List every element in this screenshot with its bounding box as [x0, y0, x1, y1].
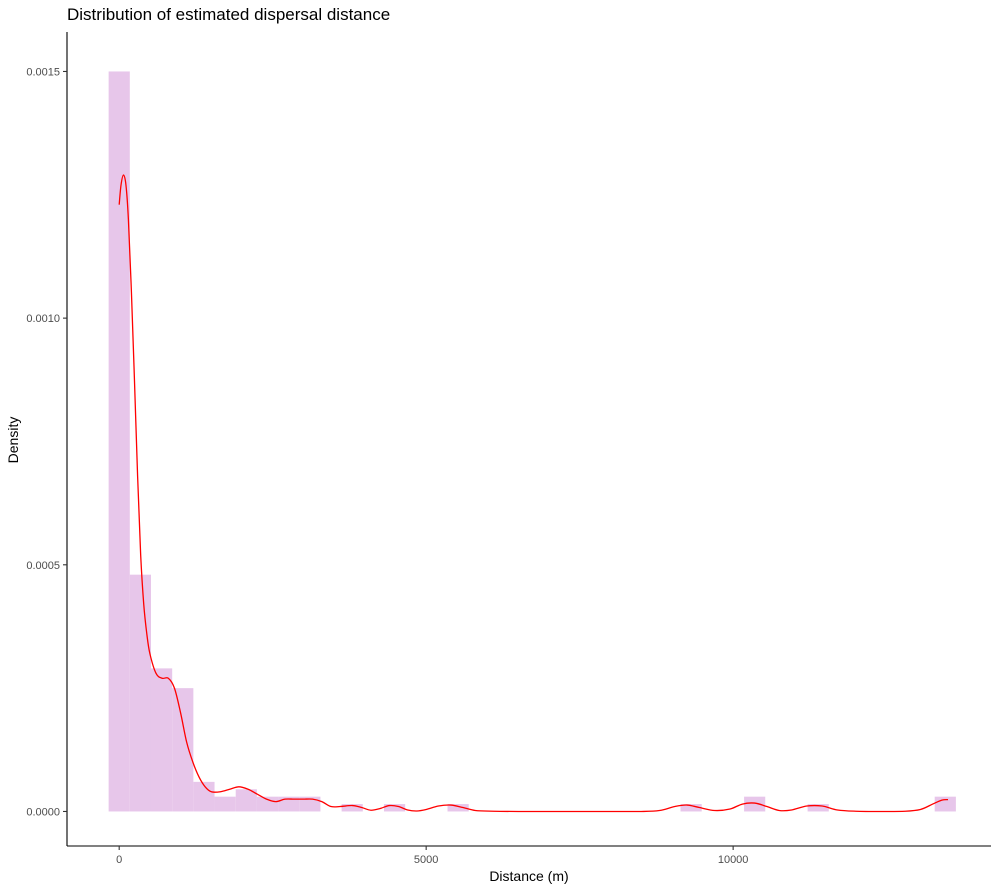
histogram-bar [341, 804, 363, 812]
histogram-bar [108, 71, 130, 812]
y-tick-label: 0.0000 [26, 806, 60, 818]
histogram-bar [278, 796, 300, 812]
y-axis-title: Density [5, 417, 21, 464]
density-curve [118, 174, 949, 813]
x-tick-label: 5000 [414, 854, 438, 866]
x-axis-title: Distance (m) [489, 868, 568, 884]
chart-title: Distribution of estimated dispersal dist… [67, 5, 390, 24]
histogram-bar [934, 796, 956, 812]
y-tick-label: 0.0015 [26, 66, 60, 78]
histogram-bar [447, 804, 469, 812]
histogram-bar [172, 688, 194, 812]
histogram-bar [256, 796, 279, 812]
y-tick-label: 0.0010 [26, 313, 60, 325]
histogram-bar [744, 796, 766, 812]
density-curve-group [118, 174, 949, 813]
histogram-bar [150, 668, 173, 812]
histogram-bar [383, 804, 406, 812]
x-tick-label: 10000 [718, 854, 749, 866]
histogram-bar [299, 796, 321, 812]
histogram-bar [214, 796, 236, 812]
histogram-bar [129, 574, 151, 812]
histogram-bars [108, 71, 956, 812]
histogram-bar [680, 804, 702, 812]
x-tick-label: 0 [116, 854, 122, 866]
histogram-bar [235, 789, 257, 812]
histogram-bar [193, 781, 215, 812]
y-tick-label: 0.0005 [26, 560, 60, 572]
histogram-bar [807, 804, 829, 812]
axes: 0.0000 0.0005 0.0010 0.0015 0 5000 10000 [26, 32, 991, 866]
